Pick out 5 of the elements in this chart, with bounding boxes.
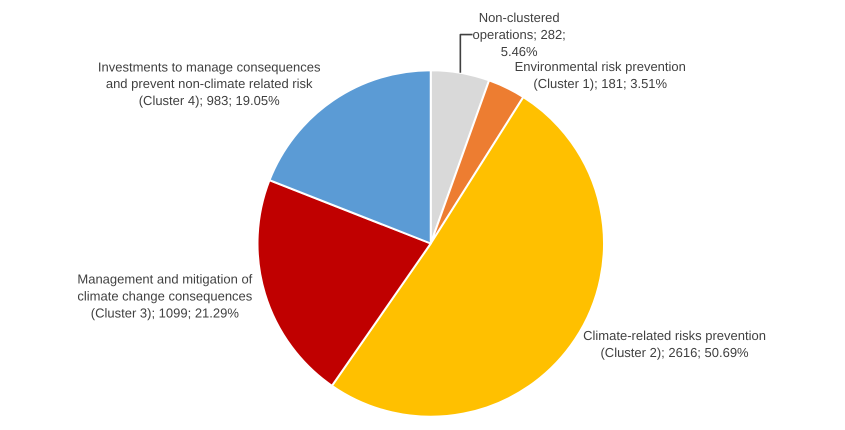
slice-label: Environmental risk prevention (Cluster 1); 181; 3.51% — [514, 58, 686, 91]
slice-label: Management and mitigation of climate change consequences (Cluster 3); 1099; 21.29% — [77, 272, 253, 320]
slice-label: Investments to manage consequences and prevent non-climate related risk (Cluster 4); 983; 19.05% — [98, 59, 321, 108]
slice-label: Climate-related risks prevention (Cluster 2); 2616; 50.69% — [583, 328, 766, 360]
slice-label: Non-clustered operations; 282; 5.46% — [472, 10, 566, 59]
